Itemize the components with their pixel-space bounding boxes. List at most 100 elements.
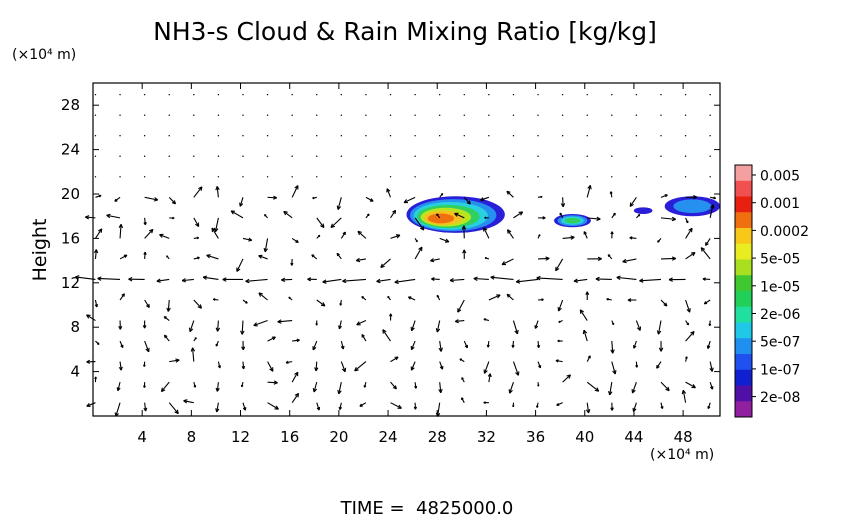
wind-arrow	[685, 299, 691, 313]
wind-arrow	[190, 347, 196, 362]
wind-arrow	[407, 296, 416, 301]
wind-arrow	[359, 402, 367, 407]
wind-arrow	[144, 299, 150, 308]
wind-arrow	[236, 258, 244, 272]
wind-arrow	[558, 320, 563, 323]
wind-arrow	[389, 313, 393, 321]
wind-arrow	[512, 114, 515, 116]
wind-arrow	[285, 360, 293, 364]
wind-arrow	[316, 176, 318, 178]
wind-arrow	[410, 340, 416, 351]
wind-arrow	[611, 155, 613, 157]
wind-arrow	[463, 176, 465, 178]
wind-arrow	[242, 114, 244, 116]
wind-arrow	[206, 254, 219, 260]
wind-arrow	[389, 114, 392, 116]
wind-arrow	[193, 337, 197, 342]
wind-arrow	[267, 336, 276, 342]
wind-arrow	[635, 155, 638, 157]
wind-arrow	[277, 319, 293, 324]
wind-arrow	[242, 176, 244, 178]
colorbar-swatch	[735, 291, 752, 308]
colorbar: 0.005 0.001 0.0002 5e-05 1e-05 2e-06 5e-07 1e-0…	[734, 164, 809, 418]
x-tick-label: 40	[575, 428, 594, 446]
wind-arrow	[607, 254, 613, 260]
wind-arrow	[610, 231, 614, 239]
wind-arrow	[143, 176, 146, 178]
wind-arrow	[488, 294, 501, 301]
wind-arrow	[311, 254, 318, 260]
wind-arrow	[555, 359, 563, 363]
colorbar-swatch	[735, 196, 752, 213]
wind-arrow	[660, 381, 670, 392]
wind-arrow	[611, 320, 615, 326]
wind-arrow	[463, 155, 465, 157]
wind-arrow	[657, 238, 662, 243]
wind-arrow	[119, 340, 124, 349]
wind-arrow	[119, 155, 121, 157]
wind-arrow	[365, 135, 367, 137]
wind-arrow	[75, 275, 96, 281]
wind-arrow	[512, 402, 515, 408]
y-tick-label: 16	[61, 229, 80, 247]
wind-arrow	[463, 135, 465, 137]
wind-arrow	[632, 340, 637, 349]
wind-arrow	[561, 155, 564, 157]
wind-arrow	[316, 135, 318, 137]
wind-arrow	[330, 217, 342, 229]
wind-arrow	[85, 215, 96, 220]
wind-arrow	[430, 258, 440, 263]
wind-arrow	[709, 361, 714, 372]
colorbar-swatch	[735, 275, 752, 292]
wind-arrow	[414, 382, 418, 389]
wind-arrow	[506, 293, 514, 301]
y-tick-label: 12	[61, 274, 80, 292]
wind-arrow	[414, 135, 416, 137]
wind-arrow	[536, 341, 541, 348]
wind-arrow	[660, 114, 662, 116]
wind-arrow	[160, 381, 170, 393]
wind-arrow	[414, 93, 416, 96]
wind-arrow	[119, 114, 121, 116]
wind-arrow	[217, 361, 222, 369]
wind-arrow	[508, 381, 514, 394]
wind-arrow	[312, 381, 318, 393]
x-tick-label: 24	[379, 428, 398, 446]
wind-arrow	[685, 356, 688, 362]
wind-arrow	[702, 277, 711, 281]
wind-arrow	[193, 186, 203, 198]
wind-arrow	[168, 135, 170, 137]
wind-arrow	[95, 340, 100, 345]
wind-arrow	[93, 249, 99, 259]
wind-arrow	[365, 114, 367, 116]
wind-arrow	[414, 155, 416, 157]
colorbar-swatch	[735, 180, 752, 197]
wind-arrow	[188, 320, 195, 333]
wind-arrow	[685, 381, 696, 389]
wind-arrow	[635, 361, 639, 368]
wind-arrow	[361, 296, 367, 301]
wind-arrow	[685, 217, 689, 224]
wind-arrow	[483, 401, 489, 404]
wind-arrow	[611, 114, 613, 116]
wind-arrow	[463, 114, 465, 116]
y-tick-label: 28	[61, 96, 80, 114]
wind-arrow	[488, 114, 490, 116]
wind-arrow	[579, 309, 588, 321]
wind-arrow	[538, 256, 550, 261]
wind-arrow	[193, 256, 200, 260]
wind-arrow	[336, 197, 342, 210]
wind-arrow	[635, 93, 638, 96]
wind-arrow	[266, 135, 269, 137]
wind-arrow	[143, 361, 146, 367]
wind-arrow	[114, 196, 121, 202]
wind-arrow	[242, 237, 253, 242]
wind-arrow	[242, 155, 244, 157]
wind-arrow	[457, 299, 465, 313]
wind-arrow	[660, 402, 664, 409]
wind-arrow	[538, 216, 546, 220]
wind-arrow	[94, 114, 97, 116]
wind-arrow	[704, 238, 711, 246]
wind-arrow	[316, 234, 321, 239]
wind-arrow	[86, 402, 96, 407]
